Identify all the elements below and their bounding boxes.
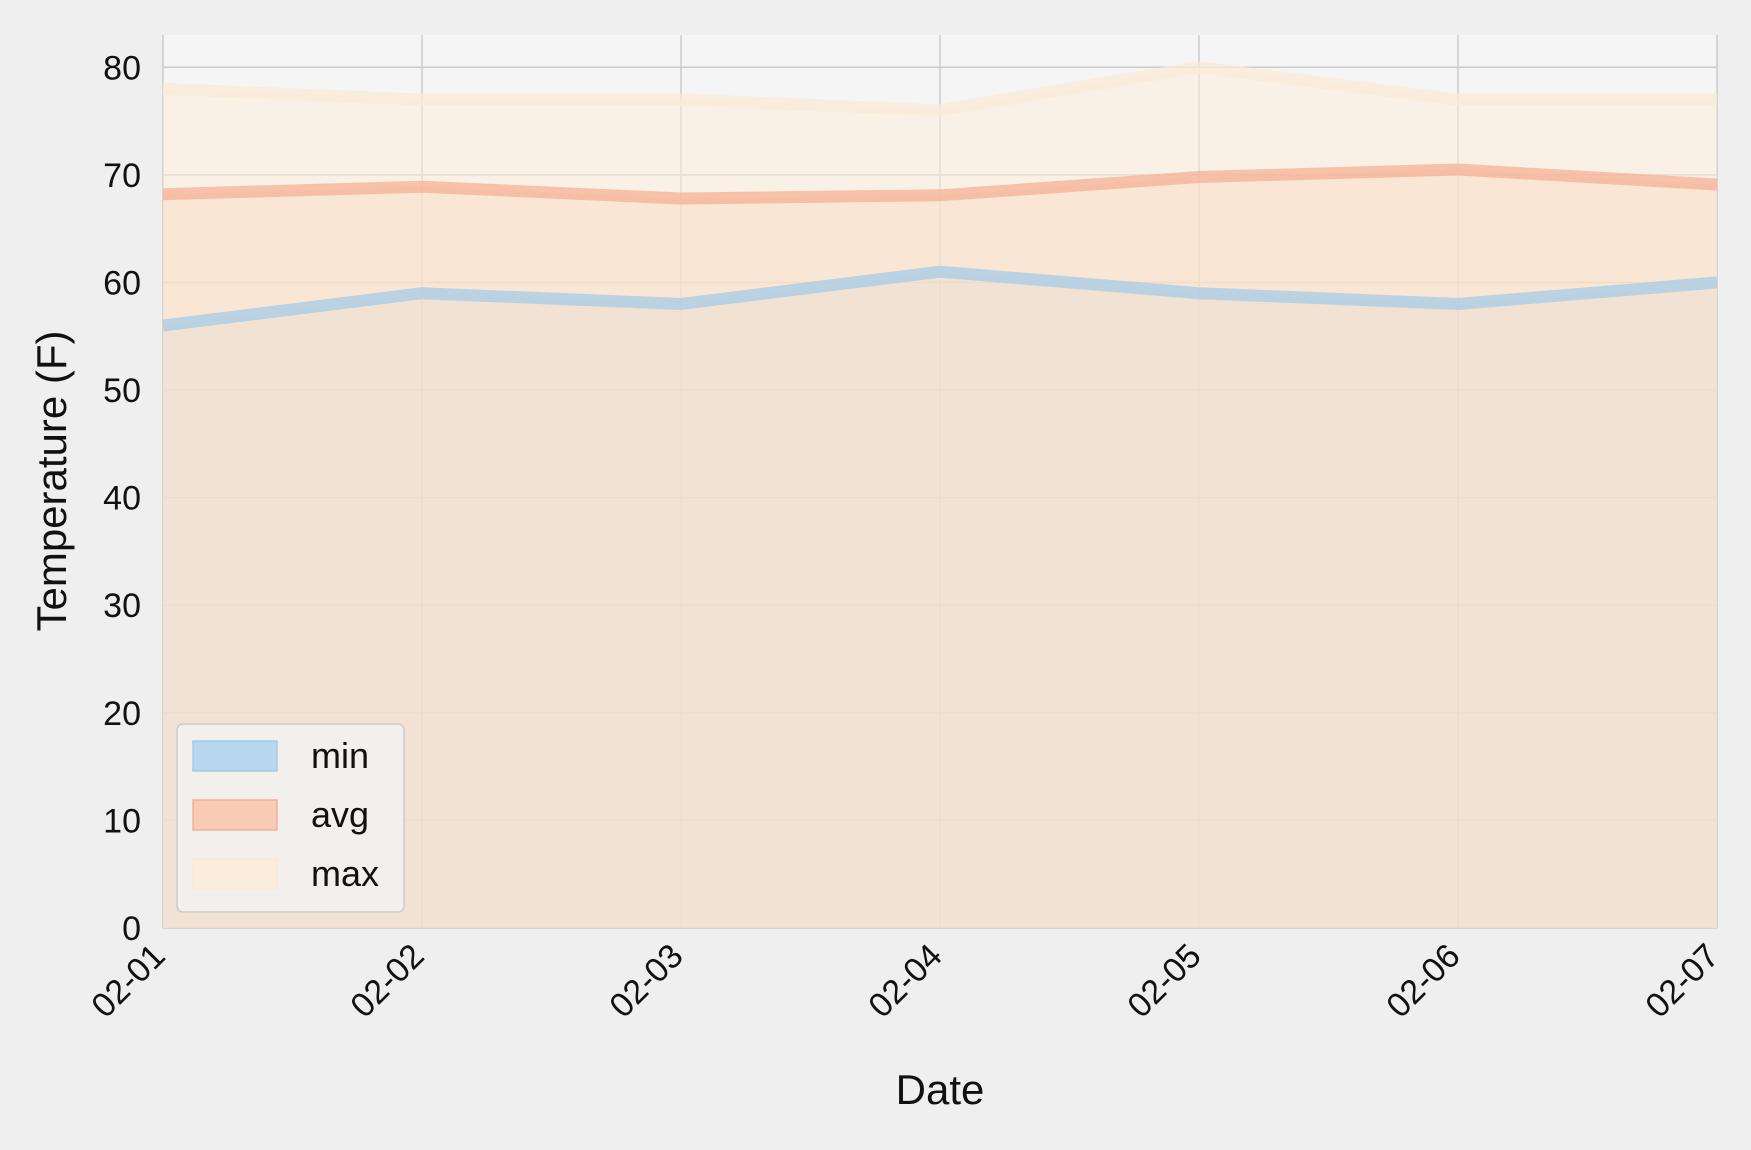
legend-swatch-max (193, 859, 277, 889)
x-tick-label: 02-01 (84, 937, 172, 1025)
legend-label-min: min (311, 735, 369, 776)
y-axis-ticks: 0 10 20 30 40 50 60 70 80 (103, 49, 141, 948)
legend-swatch-min (193, 741, 277, 771)
x-axis-ticks: 02-01 02-02 02-03 02-04 02-05 02-06 02-07 (84, 937, 1726, 1025)
x-tick-label: 02-07 (1638, 937, 1726, 1025)
y-axis-label: Temperature (F) (28, 330, 75, 631)
legend-label-avg: avg (311, 794, 369, 835)
x-tick-label: 02-02 (343, 937, 431, 1025)
y-tick-label: 60 (103, 264, 141, 302)
legend: min avg max (177, 724, 404, 912)
y-tick-label: 0 (122, 910, 141, 948)
y-tick-label: 40 (103, 480, 141, 518)
y-tick-label: 80 (103, 49, 141, 87)
x-tick-label: 02-03 (602, 937, 690, 1025)
x-axis-label: Date (896, 1066, 985, 1113)
x-tick-label: 02-06 (1379, 937, 1467, 1025)
y-tick-label: 70 (103, 157, 141, 195)
x-tick-label: 02-05 (1120, 937, 1208, 1025)
legend-swatch-avg (193, 800, 277, 830)
y-tick-label: 20 (103, 695, 141, 733)
y-tick-label: 50 (103, 372, 141, 410)
y-tick-label: 10 (103, 802, 141, 840)
x-tick-label: 02-04 (861, 937, 949, 1025)
y-tick-label: 30 (103, 587, 141, 625)
legend-label-max: max (311, 853, 379, 894)
